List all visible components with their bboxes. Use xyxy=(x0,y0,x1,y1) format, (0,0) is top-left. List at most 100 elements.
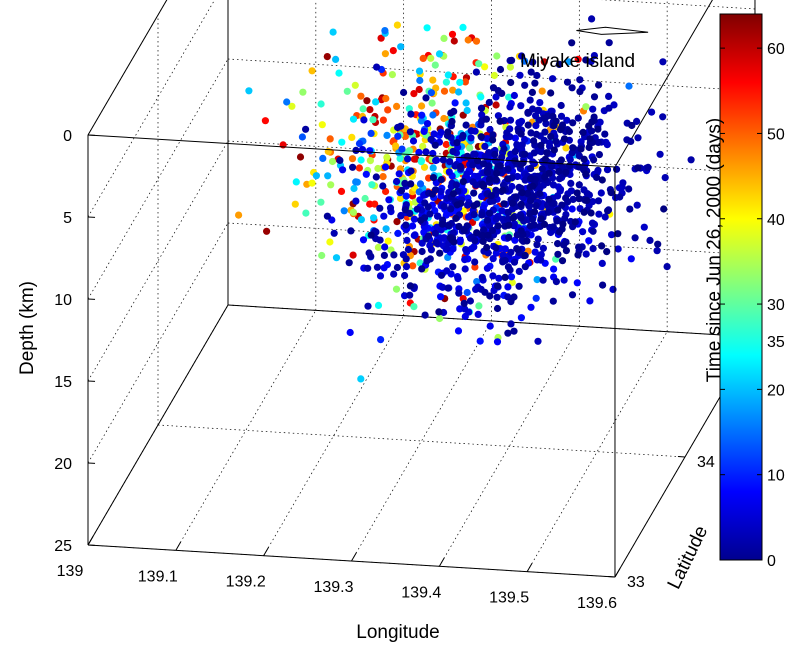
data-point xyxy=(464,201,472,209)
data-point xyxy=(486,322,494,330)
data-point xyxy=(462,99,470,107)
grid-line xyxy=(439,326,580,567)
data-point xyxy=(556,126,565,134)
data-point xyxy=(440,87,449,95)
data-point xyxy=(593,173,601,181)
data-point xyxy=(451,162,459,170)
data-point xyxy=(381,243,389,251)
data-point xyxy=(470,243,478,251)
data-point xyxy=(579,128,587,136)
data-point xyxy=(511,134,519,142)
data-point xyxy=(633,201,641,209)
data-point xyxy=(598,259,606,267)
data-point xyxy=(419,142,427,150)
data-point xyxy=(318,251,326,260)
data-point xyxy=(332,55,340,64)
data-point xyxy=(523,189,532,197)
data-point xyxy=(376,236,384,244)
data-point xyxy=(397,212,405,220)
data-point xyxy=(569,119,577,127)
data-point xyxy=(517,130,525,138)
data-point xyxy=(521,57,529,65)
data-point xyxy=(380,264,388,272)
data-point xyxy=(406,128,414,136)
colorbar-label: Time since Jun 26, 2000 (days) xyxy=(704,118,725,382)
data-point xyxy=(504,329,512,337)
data-point xyxy=(563,78,572,86)
data-point xyxy=(410,231,418,240)
data-point xyxy=(483,216,491,224)
data-point xyxy=(379,173,387,181)
data-point xyxy=(415,67,424,75)
data-point xyxy=(450,37,458,45)
x-tick-label: 139.1 xyxy=(138,568,178,585)
data-point xyxy=(479,180,487,188)
data-point xyxy=(569,144,577,152)
data-point xyxy=(434,212,442,220)
data-point xyxy=(350,184,358,193)
data-point xyxy=(568,39,576,47)
data-point xyxy=(439,156,447,164)
grid-line xyxy=(87,58,229,300)
data-point xyxy=(561,214,569,222)
data-point xyxy=(318,121,326,129)
grid-line xyxy=(87,0,215,218)
x-tick-label: 139 xyxy=(57,563,84,580)
data-point xyxy=(601,213,609,221)
data-point xyxy=(379,182,387,190)
data-point xyxy=(661,174,669,182)
data-point xyxy=(324,172,332,180)
grid-line xyxy=(526,331,668,572)
data-point xyxy=(296,153,305,161)
data-point xyxy=(556,228,564,236)
data-point xyxy=(560,276,568,284)
colorbar-tick-label: 60 xyxy=(767,41,785,58)
data-point xyxy=(504,215,512,223)
data-point xyxy=(431,61,439,69)
data-point xyxy=(598,176,606,184)
data-point xyxy=(340,207,348,215)
data-point xyxy=(312,172,320,180)
data-point xyxy=(527,129,535,137)
data-point xyxy=(449,190,458,198)
data-point xyxy=(235,211,243,219)
data-point xyxy=(422,148,430,156)
data-point xyxy=(492,176,500,184)
x-tick xyxy=(438,557,445,567)
data-point xyxy=(576,76,584,84)
data-point xyxy=(478,111,486,119)
data-point xyxy=(418,247,426,256)
data-point xyxy=(557,101,565,110)
data-point xyxy=(404,155,412,163)
data-point xyxy=(521,81,529,89)
data-point xyxy=(539,244,548,252)
data-point xyxy=(345,259,353,267)
data-point xyxy=(456,78,464,86)
data-point xyxy=(659,58,667,66)
data-point xyxy=(574,55,582,63)
data-point xyxy=(478,211,486,219)
data-point xyxy=(485,209,494,217)
y-tick-label: 35 xyxy=(767,334,785,351)
data-point xyxy=(366,157,374,165)
data-point xyxy=(503,129,511,137)
data-point xyxy=(352,178,360,186)
data-point xyxy=(418,102,426,110)
data-point xyxy=(476,337,484,345)
data-point xyxy=(323,212,331,220)
data-point xyxy=(437,271,446,279)
data-point xyxy=(524,121,532,129)
data-point xyxy=(366,106,374,114)
data-point xyxy=(371,200,379,208)
data-point xyxy=(323,53,331,61)
data-point xyxy=(523,237,531,245)
data-point xyxy=(510,258,519,266)
data-point xyxy=(363,97,371,105)
data-point xyxy=(454,275,462,283)
data-point xyxy=(510,327,518,335)
data-point xyxy=(397,43,405,51)
data-point xyxy=(382,94,390,103)
data-point xyxy=(562,247,571,255)
z-tick-label: 0 xyxy=(63,128,72,145)
data-point xyxy=(539,276,547,284)
